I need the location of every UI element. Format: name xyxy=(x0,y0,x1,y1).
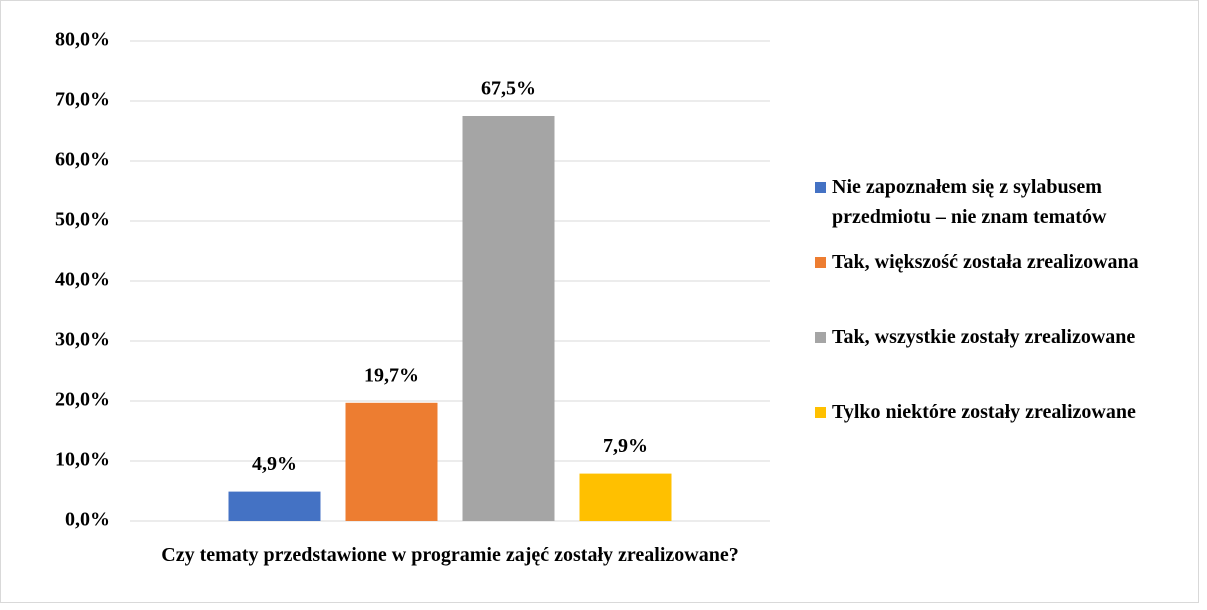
bar xyxy=(462,116,555,521)
y-tick-label: 50,0% xyxy=(55,209,110,231)
legend-swatch xyxy=(815,182,826,193)
bar xyxy=(228,491,321,521)
y-tick-label: 40,0% xyxy=(55,269,110,291)
legend-item: Nie zapoznałem się z sylabusem przedmiot… xyxy=(815,172,1195,232)
bar xyxy=(345,402,438,521)
y-tick-label: 60,0% xyxy=(55,149,110,171)
x-tick-label: Czy tematy przedstawione w programie zaj… xyxy=(161,544,739,566)
legend-swatch xyxy=(815,332,826,343)
data-label: 19,7% xyxy=(364,364,419,386)
legend-item: Tylko niektóre zostały zrealizowane xyxy=(815,397,1195,427)
legend-label: Tak, wszystkie zostały zrealizowane xyxy=(832,326,1136,348)
legend-item: Tak, wszystkie zostały zrealizowane xyxy=(815,322,1195,352)
data-label: 4,9% xyxy=(252,453,297,475)
data-label: 7,9% xyxy=(603,435,648,457)
legend-item: Tak, większość została zrealizowana xyxy=(815,247,1195,277)
legend-label: Tak, większość została zrealizowana xyxy=(832,251,1139,273)
y-tick-label: 10,0% xyxy=(55,449,110,471)
bar xyxy=(579,473,672,521)
legend-swatch xyxy=(815,407,826,418)
legend-label: Tylko niektóre zostały zrealizowane xyxy=(832,401,1136,423)
y-tick-label: 70,0% xyxy=(55,89,110,111)
y-tick-label: 30,0% xyxy=(55,329,110,351)
legend-label: Nie zapoznałem się z sylabusem przedmiot… xyxy=(832,176,1107,228)
y-tick-label: 80,0% xyxy=(55,29,110,51)
y-tick-label: 0,0% xyxy=(65,509,110,531)
data-label: 67,5% xyxy=(481,78,536,100)
y-tick-label: 20,0% xyxy=(55,389,110,411)
legend-swatch xyxy=(815,257,826,268)
